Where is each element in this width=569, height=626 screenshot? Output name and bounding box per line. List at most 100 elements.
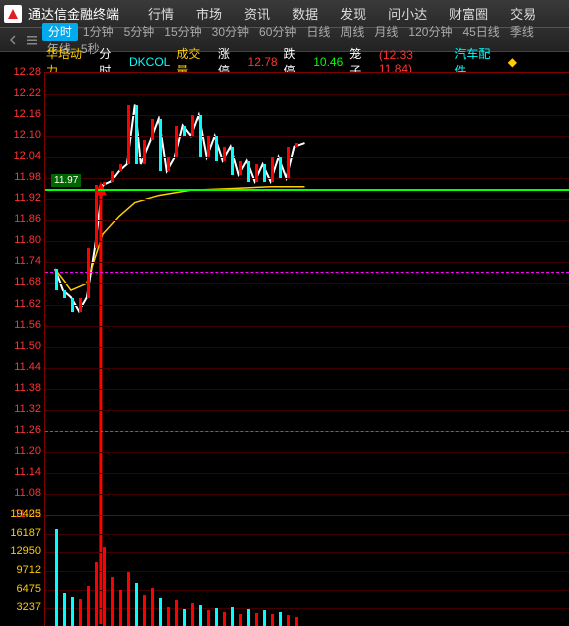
- period-tab-0[interactable]: 分时: [42, 23, 78, 41]
- period-tab-9[interactable]: 120分钟: [403, 25, 457, 39]
- grid-line: [45, 389, 569, 390]
- grid-line: [45, 241, 569, 242]
- reference-line: [45, 272, 569, 273]
- menu-item-6[interactable]: 财富圈: [449, 7, 488, 22]
- candle-bar: [103, 182, 106, 186]
- period-tab-2[interactable]: 5分钟: [119, 25, 160, 39]
- candle-bar: [127, 105, 130, 165]
- volume-bar: [295, 617, 298, 626]
- volume-bar: [143, 595, 146, 626]
- candle-bar: [135, 105, 138, 165]
- volume-bar: [167, 607, 170, 626]
- volume-bar: [255, 613, 258, 626]
- period-tab-4[interactable]: 30分钟: [207, 25, 254, 39]
- grid-line: [45, 283, 569, 284]
- candle-bar: [167, 157, 170, 171]
- candle-bar: [79, 298, 82, 312]
- grid-line: [45, 178, 569, 179]
- grid-line: [45, 305, 569, 306]
- period-tab-10[interactable]: 45日线: [457, 25, 504, 39]
- period-tab-8[interactable]: 月线: [369, 25, 403, 39]
- volume-label: 19425: [10, 508, 41, 520]
- volume-bar: [103, 547, 106, 626]
- volume-bar: [287, 615, 290, 626]
- candle-bar: [215, 136, 218, 161]
- plot-area[interactable]: 11.97: [44, 72, 569, 626]
- candle-bar: [159, 119, 162, 172]
- price-label: 12.10: [13, 129, 41, 141]
- price-label: 11.50: [14, 340, 41, 352]
- chart-area[interactable]: 12.2812.2212.1612.1012.0411.9811.9211.86…: [0, 72, 569, 626]
- marker-icon: ◆: [508, 55, 517, 69]
- reference-line: [45, 189, 569, 191]
- volume-bar: [223, 612, 226, 626]
- menu-item-5[interactable]: 问小达: [388, 7, 427, 22]
- grid-line: [45, 494, 569, 495]
- candle-bar: [63, 290, 66, 297]
- price-label: 11.32: [14, 403, 41, 415]
- period-tab-5[interactable]: 60分钟: [254, 25, 301, 39]
- grid-line: [45, 473, 569, 474]
- grid-line: [45, 94, 569, 95]
- grid-line: [45, 326, 569, 327]
- volume-bar: [191, 603, 194, 626]
- info-bar: 华培动力 分时 DKCOL 成交量 涨停 12.78 跌停 10.46 笼子 (…: [0, 52, 569, 72]
- volume-bar: [247, 609, 250, 626]
- grid-line: [45, 608, 569, 609]
- volume-bar: [79, 599, 82, 626]
- price-label: 12.16: [13, 108, 41, 120]
- price-tag: 11.97: [51, 174, 81, 187]
- menu-item-4[interactable]: 发现: [340, 7, 366, 22]
- period-tab-6[interactable]: 日线: [301, 25, 335, 39]
- volume-bar: [135, 583, 138, 626]
- volume-bar: [111, 577, 114, 626]
- volume-bar: [127, 572, 130, 626]
- volume-bar: [63, 593, 66, 626]
- candle-bar: [199, 115, 202, 157]
- volume-bar: [55, 529, 58, 626]
- grid-line: [45, 262, 569, 263]
- candle-bar: [207, 136, 210, 157]
- reference-line: [45, 431, 569, 432]
- candle-bar: [191, 115, 194, 136]
- volume-bar: [279, 612, 282, 626]
- indicator-1: DKCOL: [129, 55, 170, 69]
- price-label: 11.44: [14, 361, 41, 373]
- price-label: 11.08: [14, 487, 41, 499]
- candle-bar: [71, 298, 74, 312]
- period-tab-7[interactable]: 周线: [335, 25, 369, 39]
- volume-label: 9712: [17, 564, 41, 576]
- menu-item-0[interactable]: 行情: [148, 7, 174, 22]
- volume-bar: [215, 608, 218, 626]
- prev-icon[interactable]: [6, 32, 21, 48]
- period-tab-3[interactable]: 15分钟: [159, 25, 206, 39]
- menu-item-1[interactable]: 市场: [196, 7, 222, 22]
- grid-line: [45, 136, 569, 137]
- candle-bar: [231, 147, 234, 175]
- volume-bar: [199, 605, 202, 626]
- menu-item-3[interactable]: 数据: [292, 7, 318, 22]
- volume-label: 6475: [17, 583, 41, 595]
- grid-line: [45, 590, 569, 591]
- menu-icon[interactable]: [25, 32, 40, 48]
- volume-label: 3237: [17, 601, 41, 613]
- menu-item-7[interactable]: 交易: [510, 7, 536, 22]
- volume-bar: [87, 586, 90, 626]
- volume-label: 16187: [10, 527, 41, 539]
- volume-bar: [207, 610, 210, 626]
- price-label: 12.04: [13, 150, 41, 162]
- price-label: 12.28: [13, 66, 41, 78]
- price-label: 11.80: [14, 234, 41, 246]
- app-title: 通达信金融终端: [28, 4, 119, 23]
- candle-bar: [279, 157, 282, 178]
- price-label: 11.62: [14, 298, 41, 310]
- menu-item-2[interactable]: 资讯: [244, 7, 270, 22]
- candle-bar: [287, 147, 290, 179]
- price-label: 11.86: [14, 213, 41, 225]
- period-tab-1[interactable]: 1分钟: [78, 25, 119, 39]
- volume-bar: [183, 609, 186, 626]
- price-label: 11.56: [14, 319, 41, 331]
- candle-bar: [263, 164, 266, 182]
- period-tab-11[interactable]: 季线: [505, 25, 539, 39]
- volume-bar: [175, 600, 178, 626]
